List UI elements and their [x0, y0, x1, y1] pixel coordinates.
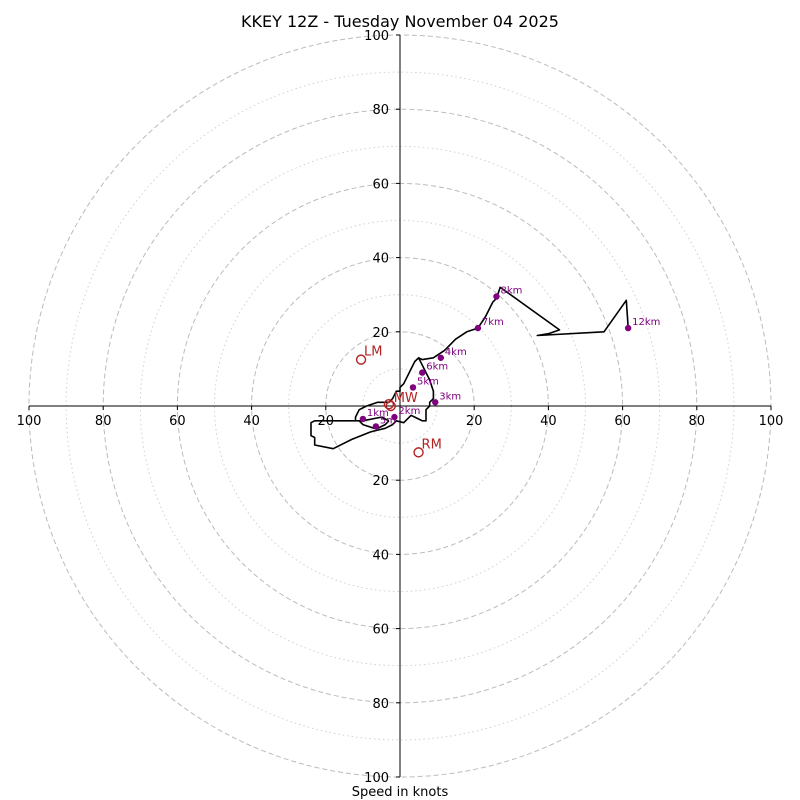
axes	[29, 35, 771, 777]
height-point-4km	[437, 354, 445, 361]
storm-marker-MW	[385, 400, 396, 412]
y-tick-label: 60	[372, 623, 389, 638]
height-label-8km: 8km	[500, 286, 522, 297]
height-point-5km	[409, 384, 417, 391]
storm-label-RM: RM	[422, 437, 442, 452]
hodograph-trace-upper	[418, 286, 629, 361]
height-point-6km	[419, 369, 426, 376]
x-tick-label: 100	[17, 414, 42, 429]
height-point-5m	[372, 423, 380, 430]
y-tick-label: 20	[372, 474, 389, 489]
height-label-12km: 12km	[632, 317, 660, 328]
x-tick-label: 100	[759, 414, 784, 429]
y-tick-label: 40	[372, 252, 389, 267]
storm-label-LM: LM	[364, 345, 382, 360]
x-tick-label: 80	[689, 414, 706, 429]
y-tick-label: 100	[364, 771, 389, 786]
storm-marker-LM	[355, 354, 367, 365]
x-tick-label: 40	[243, 414, 260, 429]
storm-marker-RM	[413, 447, 424, 458]
storm-label-MW: MW	[394, 391, 418, 406]
x-tick-label: 60	[169, 414, 186, 429]
height-label-7km: 7km	[482, 317, 504, 328]
height-label-4km: 4km	[445, 347, 467, 358]
height-point-7km	[474, 324, 482, 332]
storm-motion-markers: LM RM MW	[355, 345, 442, 458]
x-tick-label: 40	[540, 414, 557, 429]
height-point-3km	[432, 399, 439, 406]
height-point-12km	[624, 324, 632, 332]
height-label-1km: 1km	[367, 408, 389, 419]
y-tick-label: 20	[372, 326, 389, 341]
x-tick-label: 60	[614, 414, 631, 429]
x-tick-label: 80	[95, 414, 112, 429]
height-label-2km: 2km	[398, 406, 420, 417]
height-point-2km	[391, 413, 398, 421]
x-tick-label: 20	[466, 414, 483, 429]
y-tick-label: 60	[372, 177, 389, 192]
height-markers: 1km 2km 3km 4km 5km 6km 7km 8km 12km 5m	[359, 286, 660, 430]
storm-marker-unlabeled-3	[383, 398, 395, 410]
y-tick-label: 40	[372, 548, 389, 563]
y-tick-label: 100	[364, 29, 389, 44]
height-label-5m: 5m	[380, 415, 396, 426]
y-tick-label: 80	[372, 103, 389, 118]
height-point-1km	[359, 415, 367, 423]
hodograph-traces	[310, 286, 629, 450]
height-point-8km	[493, 293, 500, 300]
chart-title: KKEY 12Z - Tuesday November 04 2025	[241, 12, 559, 31]
x-axis-label: Speed in knots	[352, 785, 449, 800]
axis-tick-labels: 100 80 60 40 20 20 40 60 80 100100806040202040608…	[17, 29, 784, 786]
height-label-6km: 6km	[426, 362, 448, 373]
hodograph-trace-lower	[310, 356, 435, 450]
height-label-3km: 3km	[439, 391, 461, 402]
y-tick-label: 80	[372, 697, 389, 712]
height-label-5km: 5km	[417, 376, 439, 387]
